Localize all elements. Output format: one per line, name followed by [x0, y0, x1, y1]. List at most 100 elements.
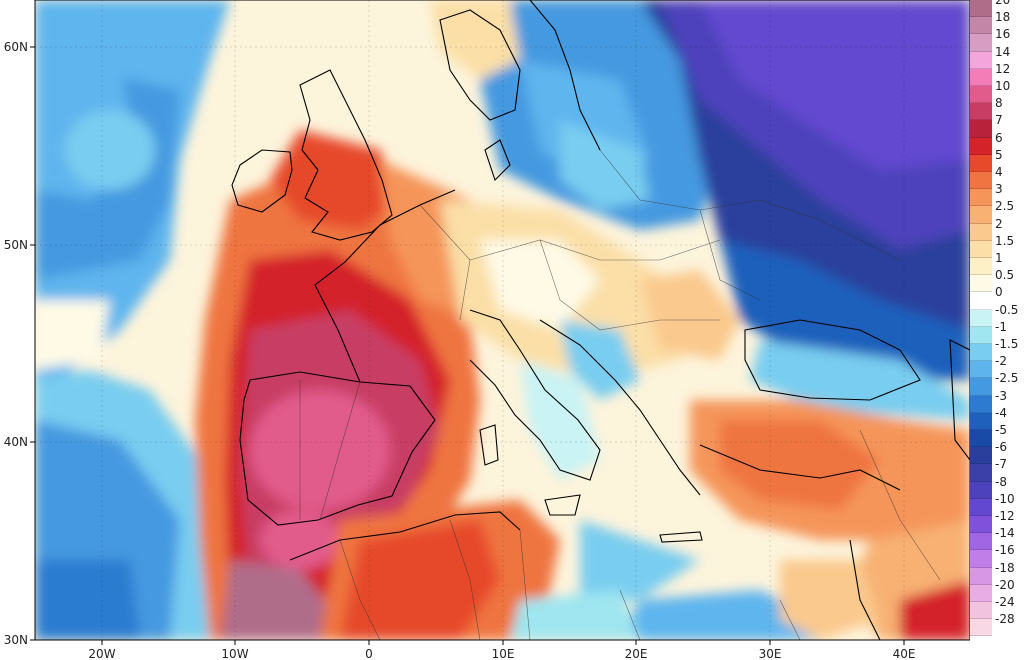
anomaly-map: 60N 50N 40N 30N 20W 10W 0 10E 20E 30E 40… [4, 0, 970, 660]
legend-level: -14 [970, 526, 1024, 551]
legend-label: -0.5 [995, 302, 1019, 317]
legend-swatch [970, 68, 992, 86]
color-legend: 20 18 16 14 12 10 8 7 6 5 4 3 2.5 2 1.5 1 0.5 0 -0.5 -1 -1.5… [970, 0, 1024, 640]
legend-level: -1 [970, 320, 1024, 344]
legend-swatch [970, 120, 992, 138]
lon-label: 20E [625, 647, 648, 660]
lat-label: 60N [4, 40, 28, 54]
legend-level: 4 [970, 165, 1024, 190]
legend-label: -6 [995, 440, 1007, 455]
legend-level: -10 [970, 492, 1024, 516]
legend-level: 10 [970, 79, 1024, 104]
legend-label: 7 [995, 113, 1003, 128]
legend-level: -8 [970, 475, 1024, 499]
legend-label: -1 [995, 319, 1007, 334]
lat-axis: 60N 50N 40N 30N [4, 40, 35, 647]
legend-label: -14 [995, 526, 1015, 541]
legend-level: -5 [970, 423, 1024, 448]
legend-label: -3 [995, 388, 1007, 403]
legend-swatch [970, 602, 992, 620]
legend-level: 6 [970, 131, 1024, 155]
legend-swatch [970, 344, 992, 362]
legend-label: 10 [995, 79, 1011, 93]
legend-swatch [970, 516, 992, 534]
lon-label: 10W [221, 647, 248, 660]
legend-swatch [970, 584, 992, 602]
legend-label: -28 [995, 612, 1015, 627]
legend-swatch [970, 533, 992, 551]
legend-swatch [970, 498, 992, 516]
legend-label: -10 [995, 491, 1015, 506]
lat-label: 50N [4, 238, 28, 252]
legend-label: -7 [995, 457, 1007, 472]
legend-swatch [970, 206, 992, 224]
legend-swatch [970, 464, 992, 482]
lon-label: 30E [759, 647, 782, 660]
legend-level: 2 [970, 217, 1024, 241]
legend-level: 7 [970, 113, 1024, 138]
legend-swatch [970, 51, 992, 69]
legend-swatch [970, 275, 992, 293]
legend-level: 3 [970, 182, 1024, 207]
legend-level: 1.5 [970, 234, 1024, 258]
lon-label: 0 [365, 647, 373, 660]
legend-swatch [970, 154, 992, 172]
legend-label: 14 [995, 44, 1011, 59]
legend-swatch [970, 240, 992, 258]
legend-label: 4 [995, 165, 1003, 179]
legend-level: 2.5 [970, 199, 1024, 224]
legend-swatch [970, 258, 992, 276]
lat-label: 40N [4, 435, 28, 449]
legend-swatch [970, 86, 992, 104]
legend-level: -6 [970, 440, 1024, 465]
legend-level: -1.5 [970, 337, 1024, 362]
legend-label: 0 [995, 285, 1003, 300]
legend-label: -18 [995, 560, 1015, 575]
legend-swatch [970, 223, 992, 241]
legend-label: 1.5 [995, 233, 1015, 248]
legend-level: -2 [970, 354, 1024, 379]
legend-level: 8 [970, 96, 1024, 121]
legend-swatch [970, 326, 992, 344]
legend-level: 14 [970, 45, 1024, 69]
legend-swatch [970, 395, 992, 413]
legend-label: -5 [995, 423, 1007, 437]
legend-label: 18 [995, 10, 1011, 25]
legend-swatch [970, 378, 992, 396]
lat-label: 30N [4, 633, 28, 647]
legend-level: -12 [970, 509, 1024, 534]
legend-label: 3 [995, 182, 1003, 197]
legend-level: -20 [970, 578, 1024, 602]
legend-label: 12 [995, 61, 1011, 76]
legend-swatch [970, 361, 992, 379]
legend-swatch [970, 189, 992, 207]
legend-label: 20 [995, 0, 1011, 7]
lon-label: 40E [893, 647, 916, 660]
legend-level: -16 [970, 543, 1024, 568]
legend-level: -18 [970, 561, 1024, 585]
legend-swatch [970, 412, 992, 430]
legend-level: 18 [970, 10, 1024, 35]
legend-label: -2.5 [995, 371, 1019, 386]
lon-label: 20W [88, 647, 115, 660]
legend-swatch [970, 447, 992, 465]
legend-swatch [970, 481, 992, 499]
legend-level: -3 [970, 389, 1024, 413]
legend-swatch [970, 550, 992, 568]
legend-level: -7 [970, 457, 1024, 482]
legend-level: 20 [970, 0, 1024, 18]
legend-label: 1 [995, 251, 1003, 265]
legend-swatch [970, 34, 992, 52]
legend-label: -16 [995, 543, 1015, 558]
legend-label: -24 [995, 595, 1015, 609]
legend-label: -20 [995, 577, 1015, 592]
legend-swatch [970, 619, 992, 637]
legend-swatch [970, 567, 992, 585]
legend-level: -4 [970, 406, 1024, 430]
legend-label: -1.5 [995, 337, 1019, 351]
legend-swatch [970, 430, 992, 448]
legend-level: -24 [970, 595, 1024, 620]
legend-swatch [970, 103, 992, 121]
graticule [35, 0, 970, 640]
legend-label: -4 [995, 405, 1007, 420]
